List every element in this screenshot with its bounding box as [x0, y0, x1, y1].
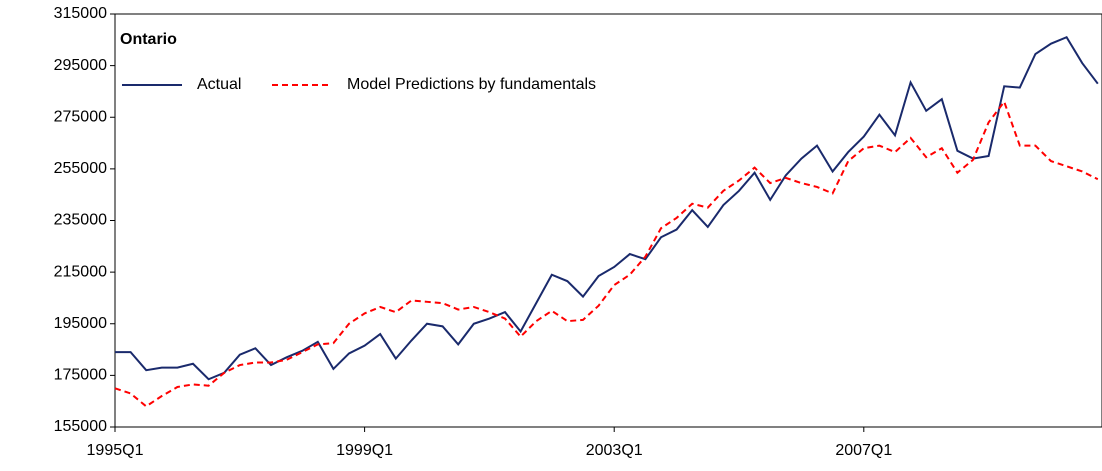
- legend-label: Actual: [197, 76, 241, 93]
- series-line: [115, 35, 1099, 381]
- series-line: [114, 99, 1099, 408]
- x-tick-label: 1995Q1: [87, 442, 144, 459]
- x-tick-label: 2003Q1: [586, 442, 643, 459]
- y-tick-label: 175000: [54, 367, 107, 384]
- y-tick-label: 195000: [54, 315, 107, 332]
- legend-label: Model Predictions by fundamentals: [347, 76, 596, 93]
- y-tick-label: 255000: [54, 160, 107, 177]
- x-tick-label: 2007Q1: [835, 442, 892, 459]
- y-tick-label: 315000: [54, 5, 107, 22]
- chart-title: Ontario: [120, 31, 177, 48]
- x-tick-label: 1999Q1: [336, 442, 393, 459]
- y-tick-label: 215000: [54, 263, 107, 280]
- y-tick-label: 275000: [54, 108, 107, 125]
- y-tick-label: 295000: [54, 57, 107, 74]
- y-tick-label: 155000: [54, 418, 107, 435]
- plot-frame: [114, 13, 1102, 428]
- y-tick-label: 235000: [54, 212, 107, 229]
